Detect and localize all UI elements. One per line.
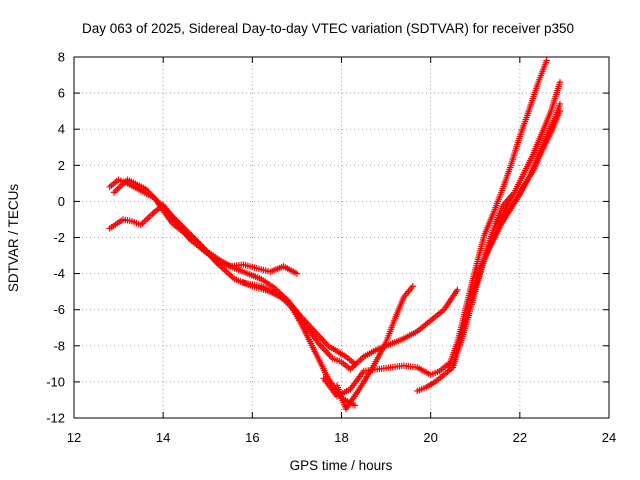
data-point bbox=[321, 347, 329, 354]
data-point bbox=[556, 107, 564, 115]
data-point bbox=[556, 79, 564, 86]
data-point bbox=[143, 187, 151, 194]
data-point bbox=[556, 100, 564, 108]
data-point bbox=[151, 194, 158, 201]
chart-title: Day 063 of 2025, Sidereal Day-to-day VTE… bbox=[82, 21, 574, 36]
data-point bbox=[320, 345, 327, 353]
x-axis-tick-labels: 12 14 16 18 20 22 24 bbox=[67, 430, 616, 445]
y-tick-label: -8 bbox=[53, 338, 65, 353]
data-point bbox=[318, 344, 326, 351]
data-point bbox=[145, 188, 152, 195]
data-point bbox=[454, 286, 461, 294]
data-point bbox=[185, 229, 192, 236]
data-point bbox=[177, 221, 185, 229]
data-point bbox=[192, 236, 200, 244]
data-point bbox=[174, 218, 182, 226]
data-point bbox=[219, 265, 227, 272]
data-point bbox=[164, 208, 171, 215]
data-point bbox=[171, 215, 179, 223]
x-tick-label: 22 bbox=[513, 430, 527, 445]
x-axis-label: GPS time / hours bbox=[290, 458, 393, 473]
data-markers bbox=[106, 57, 564, 413]
data-point bbox=[223, 268, 230, 275]
data-point bbox=[155, 199, 162, 206]
data-point bbox=[179, 223, 186, 230]
x-tick-label: 20 bbox=[423, 430, 437, 445]
data-series bbox=[106, 201, 301, 277]
data-point bbox=[152, 196, 159, 203]
data-point bbox=[228, 272, 235, 280]
y-tick-label: -10 bbox=[46, 374, 65, 389]
y-tick-label: 8 bbox=[58, 50, 65, 65]
y-tick-label: -4 bbox=[53, 266, 65, 281]
y-tick-label: 6 bbox=[58, 86, 65, 101]
data-point bbox=[146, 190, 153, 197]
data-point bbox=[226, 271, 233, 278]
data-point bbox=[168, 212, 176, 220]
y-tick-label: -6 bbox=[53, 302, 65, 317]
data-point bbox=[194, 238, 201, 245]
data-point bbox=[409, 283, 417, 290]
data-series bbox=[110, 176, 359, 409]
data-point bbox=[543, 57, 550, 64]
y-axis-tick-labels: -12 -10 -8 -6 -4 -2 0 2 4 6 8 bbox=[46, 50, 65, 426]
y-tick-label: 2 bbox=[58, 158, 65, 173]
x-tick-label: 12 bbox=[67, 430, 81, 445]
data-point bbox=[156, 200, 164, 208]
axis-ticks bbox=[73, 56, 610, 419]
x-tick-label: 14 bbox=[156, 430, 170, 445]
data-point bbox=[165, 209, 173, 217]
data-point bbox=[351, 402, 359, 409]
grid-lines bbox=[74, 57, 609, 418]
data-point bbox=[154, 197, 161, 204]
data-point bbox=[180, 224, 188, 232]
data-point bbox=[162, 206, 170, 214]
x-tick-label: 16 bbox=[245, 430, 259, 445]
data-point bbox=[188, 232, 195, 239]
data-point bbox=[148, 191, 155, 198]
data-point bbox=[293, 270, 301, 277]
data-point bbox=[224, 269, 232, 277]
data-point bbox=[149, 193, 156, 200]
data-point bbox=[183, 227, 191, 235]
data-point bbox=[161, 205, 168, 212]
data-series bbox=[494, 107, 564, 227]
data-point bbox=[176, 220, 183, 227]
data-point bbox=[326, 352, 333, 359]
data-series bbox=[445, 57, 550, 371]
y-tick-label: 4 bbox=[58, 122, 65, 137]
data-series bbox=[333, 283, 417, 413]
data-point bbox=[159, 203, 167, 211]
data-point bbox=[323, 348, 330, 356]
data-series bbox=[106, 176, 359, 368]
data-point bbox=[173, 217, 180, 224]
data-point bbox=[324, 350, 332, 357]
data-point bbox=[170, 214, 177, 221]
data-point bbox=[142, 185, 149, 192]
x-tick-label: 18 bbox=[334, 430, 348, 445]
data-point bbox=[221, 266, 228, 274]
data-point bbox=[158, 202, 165, 209]
x-tick-label: 24 bbox=[602, 430, 616, 445]
data-point bbox=[182, 226, 189, 233]
y-tick-label: 0 bbox=[58, 194, 65, 209]
y-tick-label: -2 bbox=[53, 230, 65, 245]
y-tick-label: -12 bbox=[46, 411, 65, 426]
data-point bbox=[189, 233, 197, 241]
data-point bbox=[191, 235, 198, 242]
data-point bbox=[167, 211, 174, 218]
data-point bbox=[320, 337, 327, 345]
y-axis-label: SDTVAR / TECUs bbox=[6, 184, 21, 293]
data-point bbox=[321, 339, 329, 346]
data-point bbox=[186, 230, 194, 238]
